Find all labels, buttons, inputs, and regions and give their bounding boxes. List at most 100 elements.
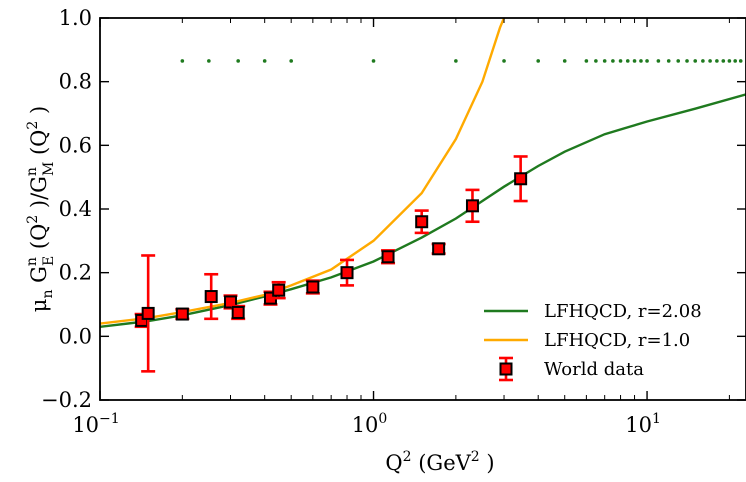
dotted-line-point — [639, 59, 643, 63]
dotted-line-point — [236, 59, 240, 63]
x-tick-label: 100 — [352, 411, 388, 437]
plot-content — [100, 18, 746, 373]
dotted-line-point — [685, 59, 689, 63]
dotted-line-point — [721, 59, 726, 63]
dotted-line-point — [625, 59, 630, 63]
dotted-line-point — [666, 59, 671, 63]
x-tick-label: 101 — [625, 411, 661, 437]
data-marker — [514, 172, 528, 186]
data-marker — [141, 306, 155, 320]
y-label-part: μ — [27, 299, 51, 313]
dotted-line-point — [602, 59, 607, 63]
dotted-line-point — [371, 59, 376, 63]
y-tick-label: 0.6 — [59, 133, 92, 157]
y-tick-label: 0.2 — [59, 261, 92, 285]
y-tick-label: 0.8 — [59, 70, 92, 94]
dotted-line-point — [632, 59, 637, 63]
y-label-part: )/ — [27, 192, 51, 215]
legend-label: LFHQCD, r=2.08 — [544, 301, 702, 322]
legend-item-2: LFHQCD, r=1.0 — [484, 330, 690, 351]
y-tick-label: 1.0 — [59, 6, 92, 30]
data-point-13 — [431, 242, 446, 256]
dotted-line-point — [262, 59, 267, 63]
dotted-line-point — [701, 59, 705, 63]
data-point-4 — [204, 272, 219, 321]
dotted-line-point — [645, 59, 649, 63]
dotted-line-point — [738, 59, 743, 63]
data-marker — [340, 266, 354, 280]
data-marker — [175, 307, 189, 321]
x-axis-label: Q2 (GeV2 ) — [385, 449, 494, 475]
data-point-5 — [223, 294, 238, 310]
legend-swatch-marker — [499, 362, 513, 376]
data-point-14 — [465, 188, 480, 224]
y-label-part: 2 — [25, 215, 41, 224]
x-tick-base: 10 — [72, 413, 99, 437]
data-marker — [224, 295, 238, 309]
dotted-line-point — [502, 59, 506, 63]
dotted-line-point — [727, 59, 732, 63]
dotted-line-point — [693, 59, 698, 63]
data-point-8 — [271, 280, 286, 300]
x-tick-base: 10 — [352, 413, 379, 437]
y-label-part: (Q — [27, 224, 51, 256]
x-tick-base: 10 — [625, 413, 652, 437]
data-point-10 — [340, 258, 355, 287]
y-label-part: G — [27, 266, 51, 289]
dotted-line-point — [536, 59, 541, 63]
legend-item-3: World data — [499, 356, 644, 382]
y-tick-label: 0.4 — [59, 197, 92, 221]
x-label-sup: 2 — [471, 449, 480, 465]
y-label-part: M — [41, 162, 57, 176]
legend-label: LFHQCD, r=1.0 — [544, 330, 690, 351]
data-marker — [465, 199, 479, 213]
dotted-line-point — [611, 59, 615, 63]
data-marker — [272, 283, 286, 297]
data-point-11 — [381, 249, 396, 265]
dotted-line-point — [180, 59, 185, 63]
y-label-part: ) — [27, 106, 51, 121]
dotted-line-point — [708, 59, 712, 63]
x-label-main: Q — [385, 451, 402, 475]
y-label-part: n — [24, 257, 40, 266]
x-label-end: ) — [480, 451, 495, 475]
data-point-9 — [305, 279, 320, 295]
series-line-2 — [100, 18, 506, 325]
legend-item-1: LFHQCD, r=2.08 — [484, 301, 702, 322]
data-marker — [432, 242, 446, 256]
dotted-line-point — [584, 59, 589, 63]
dotted-line-point — [715, 59, 719, 63]
y-label-part: 2 — [25, 121, 41, 130]
series-line-1 — [100, 93, 746, 328]
dotted-line-point — [656, 59, 661, 63]
dotted-line-point — [594, 59, 598, 63]
data-marker — [204, 290, 218, 304]
dotted-line-point — [733, 59, 737, 63]
y-label-part: G — [27, 176, 51, 193]
data-marker — [415, 215, 429, 229]
y-tick-label: 0.0 — [59, 324, 92, 348]
legend: LFHQCD, r=2.08 LFHQCD, r=1.0 World data — [484, 301, 702, 382]
data-point-7 — [263, 290, 278, 306]
dotted-line-point — [676, 59, 681, 63]
y-label-part: n — [24, 167, 40, 176]
dotted-line-point — [207, 59, 211, 63]
y-label-part: (Q — [27, 130, 51, 162]
dotted-line-point — [454, 59, 458, 63]
x-tick-exponent: 0 — [378, 411, 387, 427]
legend-label: World data — [544, 359, 644, 380]
x-label-mid: (GeV — [412, 451, 472, 475]
x-tick-label: 10−1 — [72, 411, 119, 437]
y-label-part: n — [40, 290, 56, 299]
x-tick-exponent: −1 — [99, 411, 120, 427]
data-point-12 — [414, 209, 429, 235]
data-point-2 — [141, 254, 156, 373]
y-tick-label: −0.2 — [41, 388, 92, 412]
x-tick-exponent: 1 — [652, 411, 661, 427]
data-point-3 — [175, 307, 190, 321]
dotted-line-point — [562, 59, 567, 63]
dotted-line-point — [289, 59, 293, 63]
dotted-line-point — [618, 59, 623, 63]
